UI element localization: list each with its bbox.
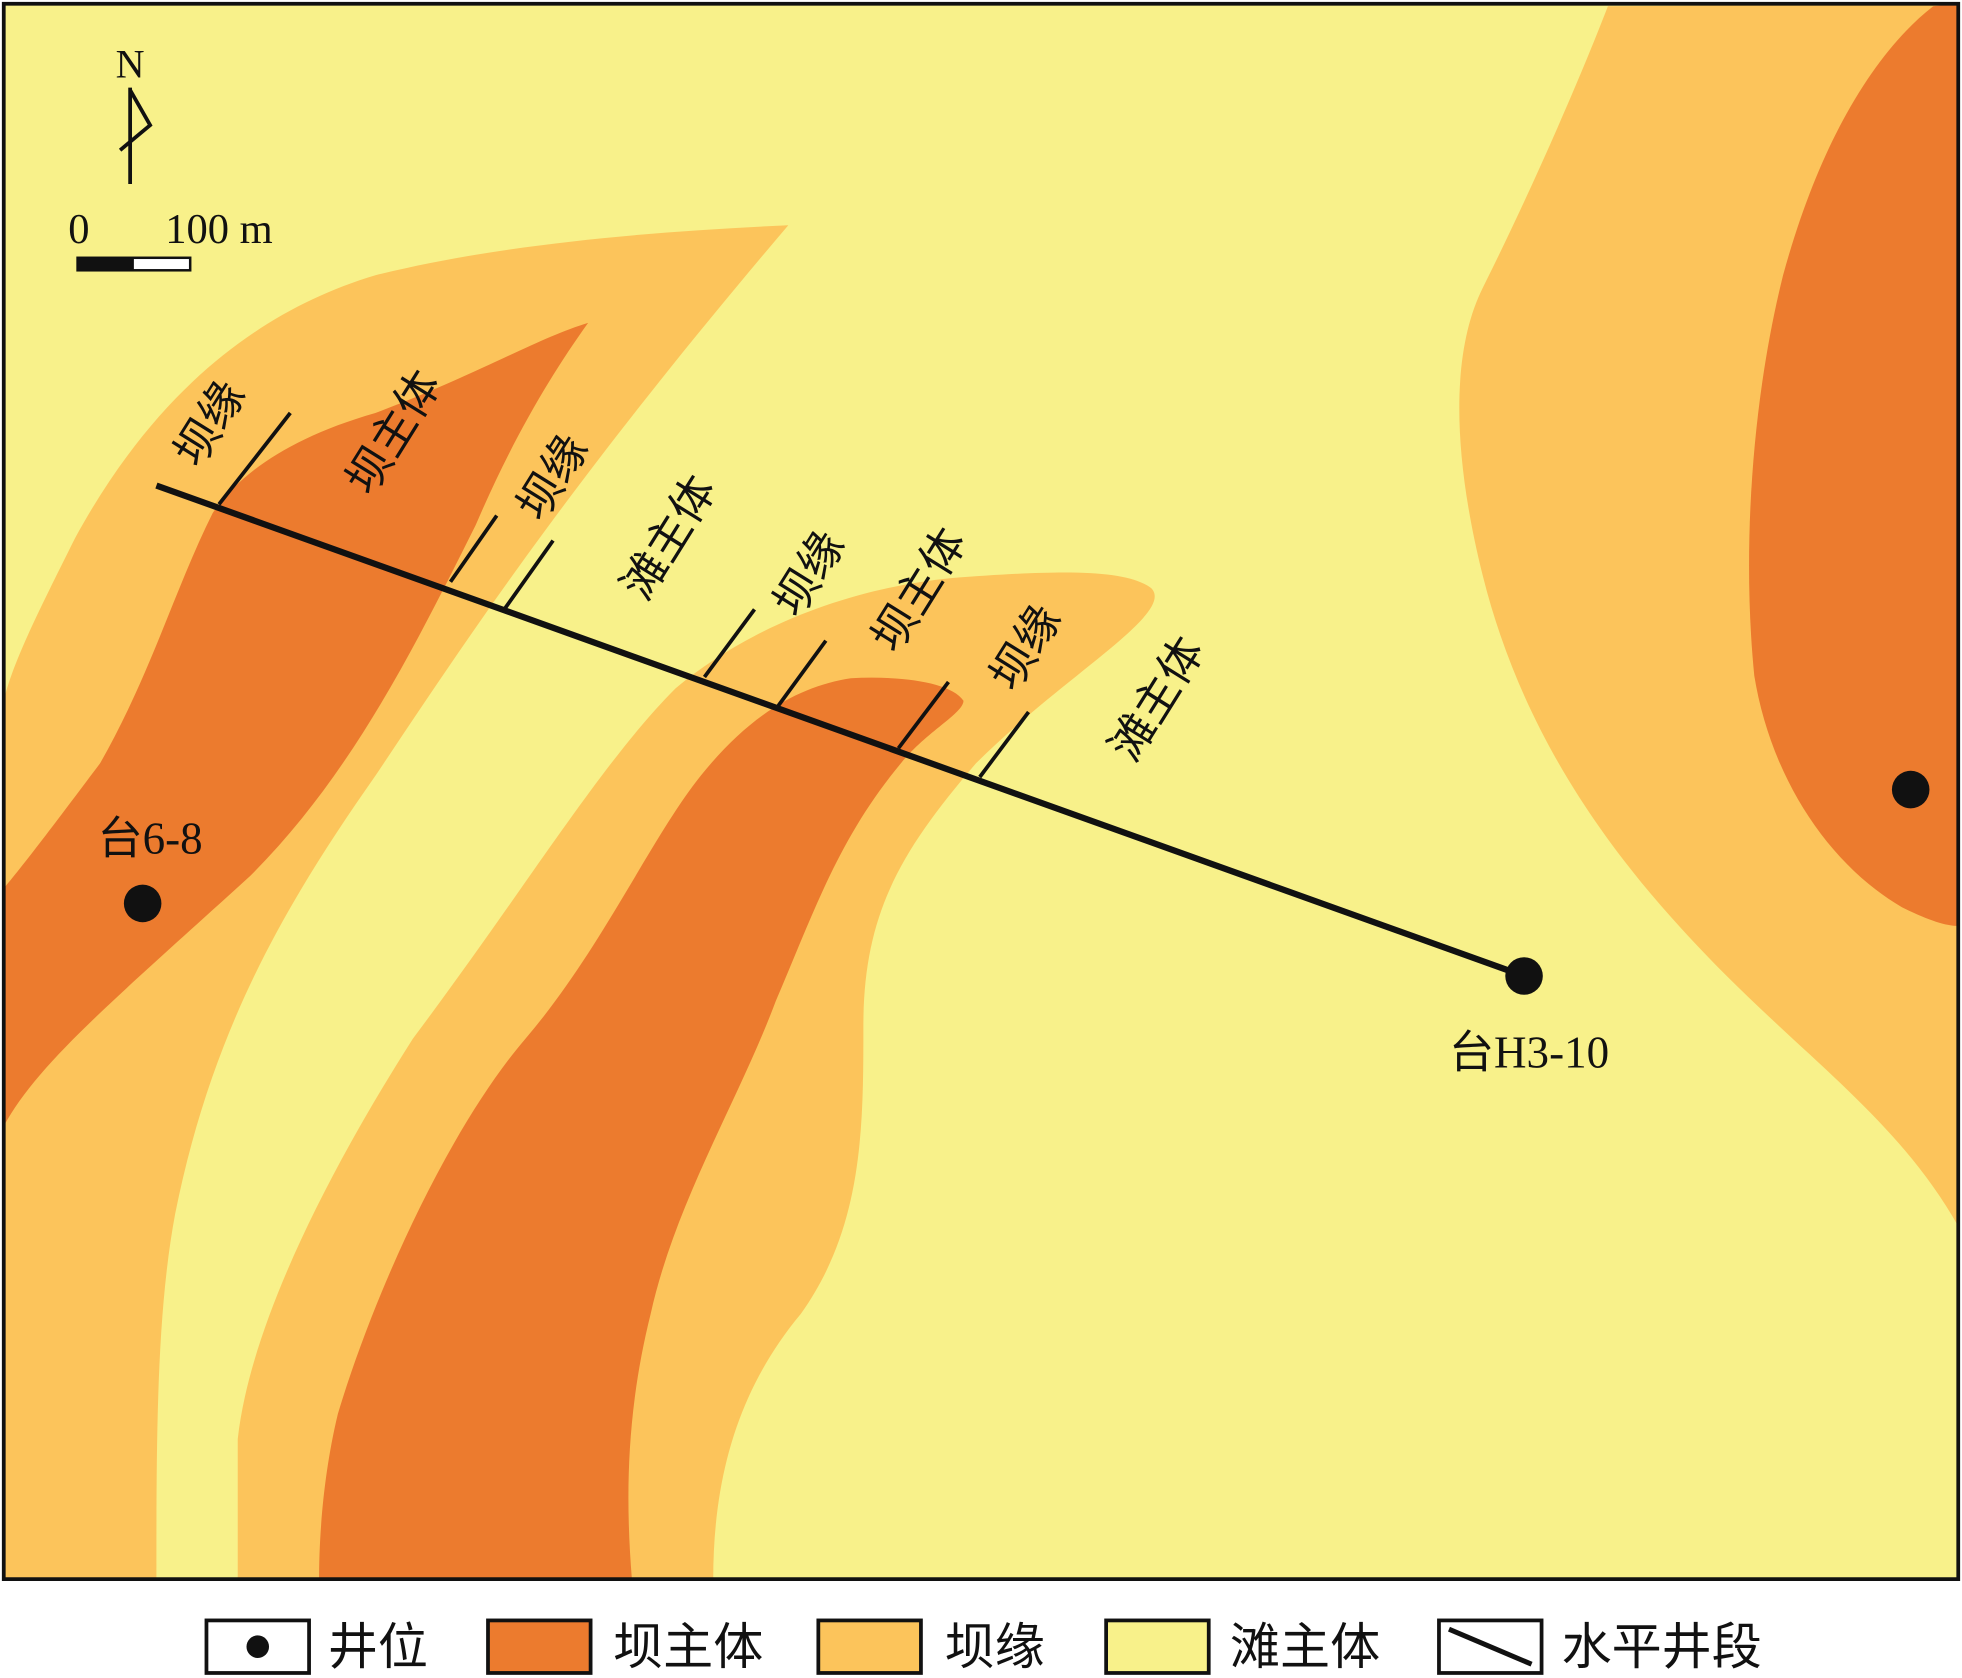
scale-label: 0: [68, 206, 89, 253]
dam-body: [319, 677, 964, 1580]
legend-label: 井位: [328, 1619, 428, 1675]
segment-ticks: [217, 411, 1031, 779]
north-arrow-head: [118, 89, 153, 152]
segment-tick: [776, 639, 828, 707]
segment-tick: [217, 411, 292, 506]
segment-tick: [702, 608, 757, 679]
legend-symbol: [1447, 1626, 1533, 1667]
legend-label: 坝主体: [613, 1619, 763, 1675]
scale-bar-fill: [77, 257, 134, 271]
segment-tick: [448, 514, 499, 583]
well: [123, 884, 162, 923]
dam-body: [1749, 3, 1959, 926]
legend-label: 水平井段: [1562, 1619, 1762, 1675]
well-label: 台H3-10: [1449, 1027, 1609, 1077]
scale-label: 100 m: [165, 206, 273, 253]
legend-label: 坝缘: [945, 1619, 1045, 1675]
well: [1505, 957, 1543, 995]
legend-swatch: [486, 1618, 593, 1675]
north-label: N: [116, 42, 145, 87]
legend-swatch: [1104, 1618, 1211, 1675]
legend: 井位 坝主体 坝缘 滩主体 水平井段: [204, 1618, 1762, 1675]
well-label: 台6-8: [98, 813, 203, 863]
well: [1891, 770, 1930, 809]
map-frame: [1, 1, 1961, 1582]
segment-tick: [978, 710, 1031, 779]
legend-label: 滩主体: [1230, 1619, 1380, 1675]
segment-tick: [896, 680, 950, 750]
dam-body: [3, 322, 589, 1127]
legend-symbol: [246, 1635, 270, 1658]
segment-tick: [502, 539, 555, 611]
horizontal-well: [155, 482, 1526, 979]
legend-swatch: [816, 1618, 923, 1675]
